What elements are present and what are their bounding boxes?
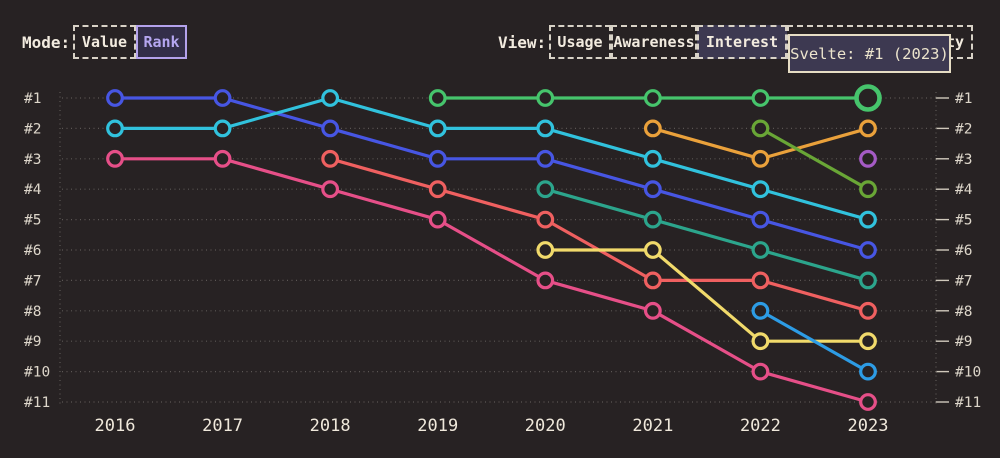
- data-point-teal-2021[interactable]: [643, 210, 662, 229]
- data-point-coral-2019[interactable]: [428, 180, 447, 199]
- year-label: 2020: [525, 416, 566, 436]
- data-point-indigo-2023[interactable]: [859, 241, 877, 259]
- data-point-indigo-2021[interactable]: [643, 180, 662, 199]
- rank-label-left: #9: [24, 334, 41, 350]
- data-point-yellow-2020[interactable]: [536, 241, 555, 259]
- chart-tooltip: Svelte: #1 (2023): [788, 34, 951, 73]
- data-point-svelte-green-2022[interactable]: [751, 89, 770, 107]
- data-point-cyan-2021[interactable]: [643, 149, 662, 168]
- rank-label-left: #3: [24, 152, 41, 168]
- rank-label-right: #3: [955, 152, 972, 168]
- data-point-cyan-2018[interactable]: [321, 89, 340, 107]
- data-point-pink-2017[interactable]: [213, 149, 232, 168]
- year-label: 2019: [417, 416, 458, 436]
- data-point-indigo-2020[interactable]: [536, 149, 555, 168]
- chart-tooltip-text: Svelte: #1 (2023): [790, 44, 949, 63]
- data-point-pink-2022[interactable]: [751, 362, 770, 381]
- data-point-cyan-2019[interactable]: [428, 119, 447, 138]
- series-line-cyan: [113, 96, 870, 222]
- rank-label-left: #10: [24, 365, 50, 381]
- rank-label-right: #9: [955, 334, 972, 350]
- data-point-orange-2021[interactable]: [643, 119, 662, 138]
- data-point-leaf-green-2023[interactable]: [859, 180, 877, 199]
- rank-label-right: #4: [955, 182, 973, 198]
- data-point-yellow-2021[interactable]: [643, 241, 662, 259]
- view-label: View:: [498, 33, 547, 52]
- data-point-cyan-2016[interactable]: [106, 119, 124, 138]
- data-point-cyan-2017[interactable]: [213, 119, 232, 138]
- rank-label-right: #10: [955, 365, 981, 381]
- data-point-coral-2020[interactable]: [536, 210, 555, 229]
- rank-label-left: #7: [24, 273, 41, 289]
- highlighted-data-point-svelte-green-2023[interactable]: [854, 84, 882, 112]
- data-point-pink-2020[interactable]: [536, 271, 555, 290]
- rank-label-left: #1: [24, 91, 41, 107]
- series-line-leaf-green: [758, 126, 870, 191]
- data-point-indigo-2016[interactable]: [106, 89, 124, 107]
- data-point-indigo-2022[interactable]: [751, 210, 770, 229]
- year-label: 2022: [740, 416, 781, 436]
- view-option-usage[interactable]: Usage: [549, 25, 611, 59]
- rank-label-left: #2: [24, 121, 41, 137]
- series-line-sky-blue: [758, 309, 870, 374]
- data-point-indigo-2017[interactable]: [213, 89, 232, 107]
- series-line-indigo: [113, 96, 870, 252]
- year-label: 2021: [632, 416, 673, 436]
- series-line-pink: [113, 157, 870, 404]
- data-point-svelte-green-2020[interactable]: [536, 89, 555, 107]
- mode-option-rank[interactable]: Rank: [136, 25, 187, 59]
- data-point-sky-blue-2023[interactable]: [859, 362, 877, 381]
- rank-label-right: #1: [955, 91, 972, 107]
- data-point-cyan-2020[interactable]: [536, 119, 555, 138]
- series-line-coral: [328, 157, 870, 313]
- rank-label-left: #4: [24, 182, 42, 198]
- rank-label-right: #2: [955, 121, 972, 137]
- data-point-coral-2023[interactable]: [859, 301, 877, 320]
- data-point-teal-2023[interactable]: [859, 271, 877, 290]
- year-label: 2023: [848, 416, 889, 436]
- mode-option-value[interactable]: Value: [73, 25, 136, 59]
- data-point-pink-2019[interactable]: [428, 210, 447, 229]
- data-point-teal-2022[interactable]: [751, 241, 770, 259]
- data-point-pink-2021[interactable]: [643, 301, 662, 320]
- data-point-indigo-2018[interactable]: [321, 119, 340, 138]
- data-point-pink-2023[interactable]: [859, 393, 877, 411]
- data-point-sky-blue-2022[interactable]: [751, 301, 770, 320]
- data-point-orange-2023[interactable]: [859, 119, 877, 138]
- data-point-coral-2021[interactable]: [643, 271, 662, 290]
- rank-label-right: #5: [955, 213, 972, 229]
- rank-label-right: #7: [955, 273, 972, 289]
- rank-label-left: #6: [24, 243, 41, 259]
- data-point-yellow-2023[interactable]: [859, 332, 877, 351]
- data-point-leaf-green-2022[interactable]: [751, 119, 770, 138]
- data-point-coral-2018[interactable]: [321, 149, 340, 168]
- data-point-purple-2023[interactable]: [859, 149, 877, 168]
- year-label: 2017: [202, 416, 243, 436]
- data-point-cyan-2023[interactable]: [859, 210, 877, 229]
- year-label: 2016: [95, 416, 136, 436]
- view-option-interest[interactable]: Interest: [697, 25, 787, 59]
- series-line-teal: [543, 187, 870, 282]
- view-option-awareness[interactable]: Awareness: [611, 25, 697, 59]
- data-point-pink-2018[interactable]: [321, 180, 340, 199]
- data-point-pink-2016[interactable]: [106, 149, 124, 168]
- rank-label-left: #8: [24, 304, 41, 320]
- rank-label-right: #6: [955, 243, 972, 259]
- rank-label-right: #11: [955, 395, 981, 411]
- data-point-coral-2022[interactable]: [751, 271, 770, 290]
- data-point-indigo-2019[interactable]: [428, 149, 447, 168]
- data-point-teal-2020[interactable]: [536, 180, 555, 199]
- rank-label-left: #5: [24, 213, 41, 229]
- rank-label-right: #8: [955, 304, 972, 320]
- data-point-yellow-2022[interactable]: [751, 332, 770, 351]
- year-label: 2018: [310, 416, 351, 436]
- data-point-svelte-green-2021[interactable]: [643, 89, 662, 107]
- data-point-cyan-2022[interactable]: [751, 180, 770, 199]
- rank-label-left: #11: [24, 395, 50, 411]
- data-point-orange-2022[interactable]: [751, 149, 770, 168]
- mode-label: Mode:: [22, 33, 71, 52]
- data-point-svelte-green-2019[interactable]: [428, 89, 447, 107]
